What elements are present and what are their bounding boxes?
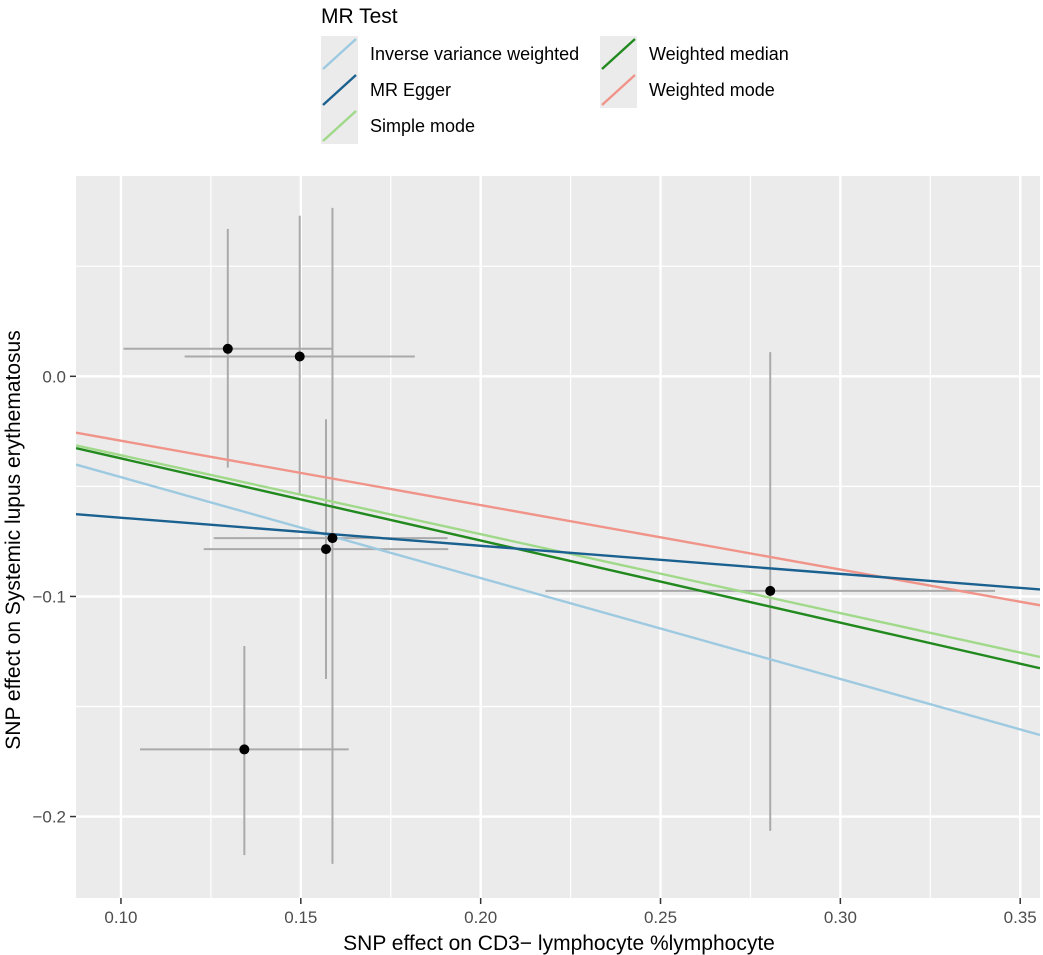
- y-axis-label: SNP effect on Systemic lupus erythematos…: [2, 330, 25, 749]
- fit-line-weighted-median: [76, 446, 1040, 670]
- legend-item-weighted-mode: Weighted mode: [600, 72, 775, 108]
- data-point-5: [239, 744, 250, 755]
- legend-label: Inverse variance weighted: [370, 44, 579, 64]
- fit-line-inverse-variance-weighted: [76, 463, 1040, 737]
- legend-key-line: [601, 74, 636, 106]
- legend-item-simple-mode: Simple mode: [321, 108, 475, 144]
- y-tick-label: 0.0: [42, 367, 66, 386]
- legend-label: Weighted median: [649, 44, 789, 64]
- fit-lines: [76, 431, 1040, 737]
- x-axis-label: SNP effect on CD3− lymphocyte %lymphocyt…: [343, 932, 775, 955]
- data-point-2: [294, 351, 305, 362]
- plot-panel: [76, 176, 1040, 898]
- legend: MR Test Inverse variance weighted MR Egger…: [321, 5, 789, 144]
- axes: 0.10 0.15 0.20 0.25 0.30 0.35 0.0 −0.1 −0.2: [32, 367, 1036, 927]
- x-tick-label: 0.25: [644, 908, 677, 927]
- legend-key-line: [322, 74, 357, 106]
- data-point-6: [765, 585, 776, 596]
- data-point-1: [222, 343, 233, 354]
- legend-item-inverse-variance-weighted: Inverse variance weighted: [321, 36, 579, 72]
- legend-key-line: [601, 38, 636, 70]
- grid-minor: [76, 176, 1040, 898]
- x-tick-label: 0.10: [104, 908, 137, 927]
- data-point-4: [320, 544, 331, 555]
- data-point-3: [327, 533, 338, 544]
- x-tick-label: 0.35: [1004, 908, 1037, 927]
- y-tick-label: −0.2: [32, 808, 66, 827]
- legend-label: MR Egger: [370, 80, 451, 100]
- fit-line-mr-egger: [76, 513, 1040, 591]
- data-points: [222, 343, 776, 755]
- legend-label: Weighted mode: [649, 80, 775, 100]
- grid-major: [76, 176, 1040, 898]
- legend-title: MR Test: [321, 5, 398, 28]
- x-tick-label: 0.20: [464, 908, 497, 927]
- legend-key-line: [322, 110, 357, 142]
- legend-key-line: [322, 38, 357, 70]
- legend-item-weighted-median: Weighted median: [600, 36, 789, 72]
- x-tick-label: 0.30: [824, 908, 857, 927]
- x-tick-label: 0.15: [284, 908, 317, 927]
- legend-label: Simple mode: [370, 116, 475, 136]
- legend-item-mr-egger: MR Egger: [321, 72, 451, 108]
- y-tick-label: −0.1: [32, 587, 66, 606]
